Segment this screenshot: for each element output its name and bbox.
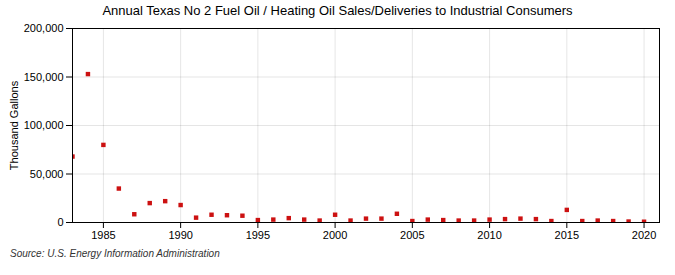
svg-text:2000: 2000	[323, 229, 347, 241]
svg-text:50,000: 50,000	[30, 168, 64, 180]
svg-text:200,000: 200,000	[24, 22, 64, 34]
svg-text:1985: 1985	[91, 229, 115, 241]
svg-text:1990: 1990	[168, 229, 192, 241]
svg-text:1995: 1995	[246, 229, 270, 241]
svg-text:2005: 2005	[400, 229, 424, 241]
html-text:Source: U.S. Energy Informatio: Source: U.S. Energy Information Administ…	[10, 248, 220, 259]
svg-text:150,000: 150,000	[24, 71, 64, 83]
svg-text:Thousand Gallons: Thousand Gallons	[8, 80, 20, 170]
html-text:Annual Texas No 2 Fuel Oil / H: Annual Texas No 2 Fuel Oil / Heating Oil…	[102, 3, 573, 18]
svg-text:2020: 2020	[632, 229, 656, 241]
svg-text:2010: 2010	[477, 229, 501, 241]
svg-text:100,000: 100,000	[24, 119, 64, 131]
svg-text:2015: 2015	[555, 229, 579, 241]
svg-text:0: 0	[57, 216, 63, 228]
